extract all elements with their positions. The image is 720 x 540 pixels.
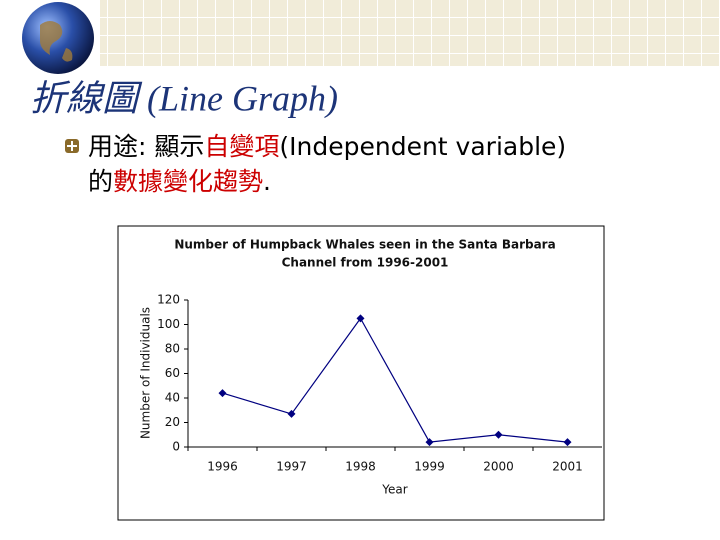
y-tick-label: 120 bbox=[157, 293, 180, 307]
y-tick-label: 60 bbox=[165, 366, 180, 380]
y-tick-label: 20 bbox=[165, 415, 180, 429]
data-point bbox=[494, 430, 503, 439]
chart: Number of Humpback Whales seen in the Sa… bbox=[139, 238, 602, 497]
bullet-icon bbox=[65, 139, 79, 153]
x-tick-label: 1996 bbox=[207, 460, 238, 474]
data-point bbox=[218, 389, 227, 398]
bullet-line: 的數據變化趨勢. bbox=[88, 167, 271, 196]
bullet-segment: . bbox=[263, 167, 271, 196]
globe-land bbox=[40, 21, 73, 62]
data-point bbox=[425, 438, 434, 447]
bullet-segment: 數據變化趨勢 bbox=[113, 167, 263, 196]
bullet-line: 用途: 顯示自變項(Independent variable) bbox=[88, 132, 566, 161]
x-tick-label: 2001 bbox=[552, 460, 583, 474]
y-tick-label: 80 bbox=[165, 342, 180, 356]
chart-title: Channel from 1996-2001 bbox=[282, 256, 449, 270]
data-line bbox=[222, 317, 568, 443]
bullet-segment: (Independent variable) bbox=[279, 132, 566, 161]
x-tick-label: 1998 bbox=[345, 460, 376, 474]
y-tick-label: 100 bbox=[157, 317, 180, 331]
y-tick-label: 0 bbox=[172, 440, 180, 454]
bullet-text: 用途: 顯示自變項(Independent variable) 的數據變化趨勢. bbox=[88, 132, 566, 196]
header-pattern bbox=[100, 0, 720, 66]
data-point bbox=[356, 314, 365, 323]
y-tick-label: 40 bbox=[165, 391, 180, 405]
slide-title: 折線圖 (Line Graph) bbox=[30, 78, 338, 118]
bullet-segment: 自變項 bbox=[204, 132, 279, 161]
chart-title: Number of Humpback Whales seen in the Sa… bbox=[174, 238, 555, 252]
data-point bbox=[287, 409, 296, 418]
x-tick-label: 1999 bbox=[414, 460, 445, 474]
x-axis-label: Year bbox=[381, 483, 407, 497]
x-tick-label: 2000 bbox=[483, 460, 514, 474]
data-point bbox=[563, 438, 572, 447]
chart-frame bbox=[117, 225, 605, 521]
bullet-segment: 用途: 顯示 bbox=[88, 132, 204, 161]
bullet-segment: 的 bbox=[88, 167, 113, 196]
y-axis-label: Number of Individuals bbox=[139, 307, 153, 439]
x-tick-label: 1997 bbox=[276, 460, 307, 474]
